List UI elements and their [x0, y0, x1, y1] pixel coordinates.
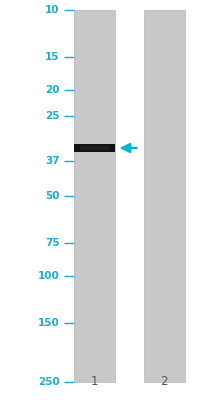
Bar	[73, 10, 114, 382]
Bar	[73, 144, 114, 152]
Text: 25: 25	[45, 111, 59, 121]
Text: 10: 10	[45, 5, 59, 15]
Text: 20: 20	[45, 85, 59, 95]
Text: 50: 50	[45, 191, 59, 201]
Text: 15: 15	[45, 52, 59, 62]
Text: 2: 2	[160, 375, 167, 388]
Bar	[143, 10, 184, 382]
Text: 100: 100	[38, 271, 59, 281]
Text: 37: 37	[45, 156, 59, 166]
Bar	[80, 146, 108, 150]
Text: 1: 1	[90, 375, 98, 388]
Text: 150: 150	[38, 318, 59, 328]
Text: 250: 250	[38, 377, 59, 387]
Text: 75: 75	[45, 238, 59, 248]
